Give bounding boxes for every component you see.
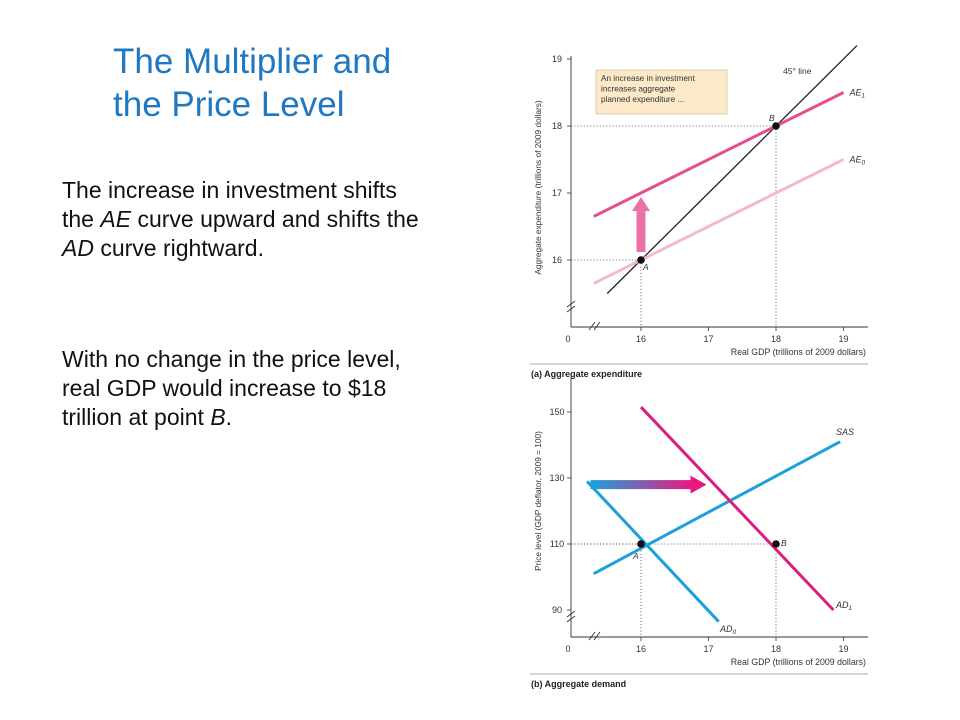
point-label: A bbox=[642, 262, 649, 272]
ae-y-label: Aggregate expenditure (trillions of 2009… bbox=[533, 100, 543, 275]
ae-series-45line bbox=[606, 45, 858, 294]
title-line-1: The Multiplier and bbox=[113, 42, 392, 81]
ad-series-ad1 bbox=[639, 406, 835, 612]
axis-break bbox=[588, 631, 596, 641]
x-tick-label: 16 bbox=[636, 644, 646, 654]
ad-panel: A B 16 17 18 19 90 110 130 150 0 Real GDP (trillion… bbox=[530, 373, 868, 689]
ae-x-label: Real GDP (trillions of 2009 dollars) bbox=[731, 347, 866, 357]
annotation-line: An increase in investment bbox=[601, 74, 695, 83]
y-tick-label: 19 bbox=[552, 54, 562, 64]
shift-arrow-shaft bbox=[590, 480, 693, 490]
ad-y-label: Price level (GDP deflator, 2009 = 100) bbox=[533, 431, 543, 571]
para2-run: With no change in the price level, real … bbox=[62, 346, 401, 430]
annotation-line: increases aggregate bbox=[601, 85, 676, 94]
para2-run: B bbox=[210, 404, 226, 430]
ad-series-ad0 bbox=[585, 480, 720, 623]
x-tick-label: 17 bbox=[703, 644, 713, 654]
axis-break bbox=[593, 631, 601, 641]
x-tick-label: 17 bbox=[703, 334, 713, 344]
title-line-2: the Price Level bbox=[113, 85, 345, 124]
shift-arrow-head bbox=[632, 197, 650, 211]
x-tick-label: 19 bbox=[838, 334, 848, 344]
series-label: AD0 bbox=[719, 624, 737, 636]
para1-run: curve upward and shifts the bbox=[131, 206, 419, 232]
axis-break bbox=[588, 321, 596, 331]
point-label: B bbox=[781, 538, 787, 548]
ae-panel: An increase in investment increases aggre… bbox=[530, 45, 868, 379]
slide-title: The Multiplier and the Price Level bbox=[113, 40, 493, 126]
axis-break bbox=[566, 610, 576, 618]
axis-break bbox=[593, 321, 601, 331]
x-tick-label: 18 bbox=[771, 644, 781, 654]
series-label: AE1 bbox=[849, 88, 866, 100]
para1-run: The increase in investment shifts the bbox=[62, 177, 397, 232]
y-tick-label: 16 bbox=[552, 255, 562, 265]
axis-break bbox=[566, 300, 576, 308]
series-label: 45° line bbox=[783, 66, 812, 76]
para2-run: . bbox=[225, 404, 233, 430]
point-a bbox=[637, 256, 645, 264]
paragraph-real-gdp: With no change in the price level, real … bbox=[62, 345, 422, 432]
y-tick-label: 90 bbox=[552, 605, 562, 615]
y-tick-label: 17 bbox=[552, 188, 562, 198]
para1-run: AE bbox=[100, 206, 132, 232]
series-label: AD1 bbox=[835, 600, 853, 612]
point-b bbox=[772, 540, 780, 548]
annotation-box bbox=[595, 69, 728, 115]
ad-x-label: Real GDP (trillions of 2009 dollars) bbox=[731, 657, 866, 667]
y-tick-label: 110 bbox=[550, 539, 564, 549]
x-tick-label: 16 bbox=[636, 334, 646, 344]
ad-panel-label: (b) Aggregate demand bbox=[531, 679, 626, 689]
point-b bbox=[772, 122, 780, 130]
y-tick-label: 130 bbox=[549, 473, 564, 483]
para1-run: AD bbox=[62, 235, 94, 261]
para1-run: curve rightward. bbox=[93, 235, 264, 261]
axis-break bbox=[566, 615, 576, 623]
shift-arrow-shaft bbox=[636, 209, 646, 252]
annotation-line: planned expenditure ... bbox=[601, 95, 684, 104]
ad-series-sas bbox=[593, 440, 841, 576]
x-tick-label: 18 bbox=[771, 334, 781, 344]
ae-series-ae0 bbox=[593, 158, 845, 285]
paragraph-ae-shift: The increase in investment shifts the AE… bbox=[62, 176, 422, 263]
origin-label: 0 bbox=[565, 644, 570, 654]
axis-break bbox=[566, 305, 576, 313]
series-label: SAS bbox=[836, 427, 854, 437]
shift-arrow-head bbox=[690, 475, 707, 494]
point-a bbox=[637, 540, 645, 548]
x-tick-label: 19 bbox=[838, 644, 848, 654]
point-label: A bbox=[632, 551, 639, 561]
y-tick-label: 18 bbox=[552, 121, 562, 131]
point-label: B bbox=[769, 113, 775, 123]
series-label: AE0 bbox=[849, 155, 866, 167]
origin-label: 0 bbox=[565, 334, 570, 344]
ae-series-ae1 bbox=[593, 91, 845, 218]
ae-panel-label: (a) Aggregate expenditure bbox=[531, 369, 642, 379]
y-tick-label: 150 bbox=[549, 407, 564, 417]
